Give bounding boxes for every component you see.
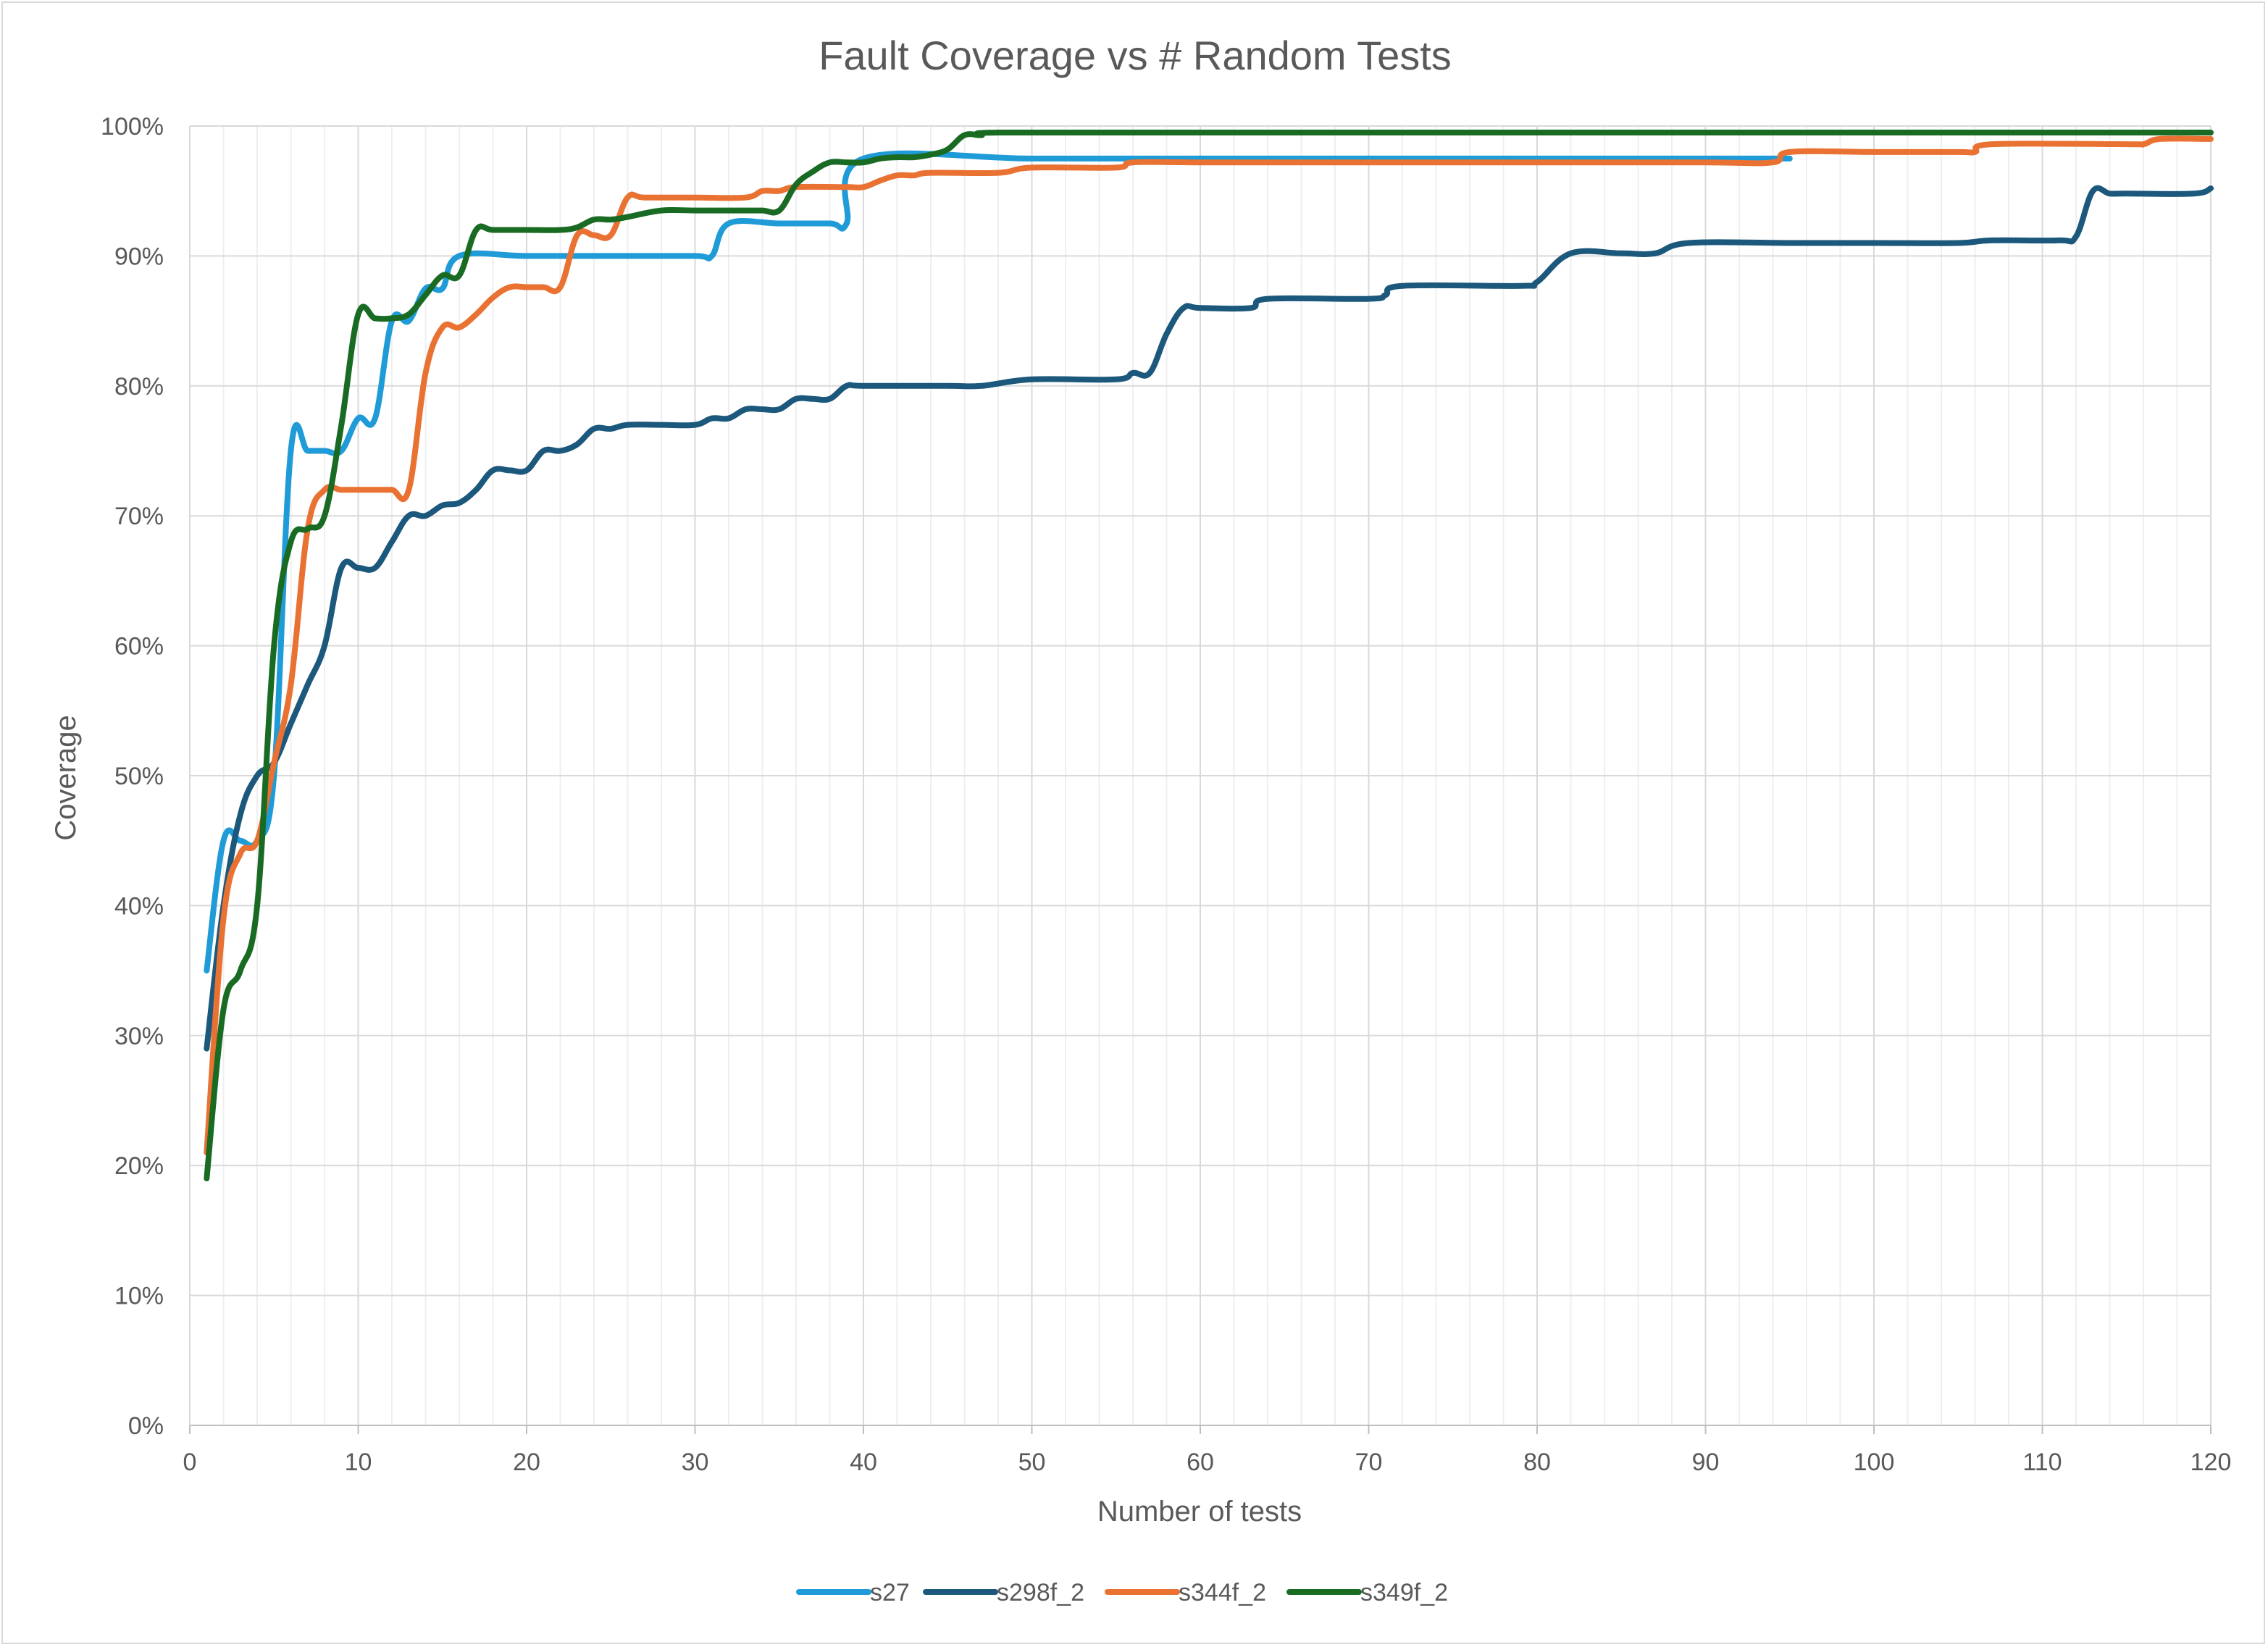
gridlines (190, 125, 2211, 1425)
x-tick-label: 70 (1355, 1449, 1383, 1476)
y-tick-label: 60% (114, 633, 164, 661)
x-tick-label: 80 (1523, 1449, 1551, 1476)
y-tick-label: 0% (128, 1412, 164, 1440)
y-tick-label: 40% (114, 892, 164, 920)
legend-label-s349f-2: s349f_2 (1360, 1579, 1448, 1606)
x-tick-label: 40 (850, 1449, 877, 1476)
legend-label-s27: s27 (870, 1579, 910, 1606)
x-tick-label: 100 (1854, 1449, 1895, 1476)
y-tick-label: 50% (114, 763, 164, 790)
legend-label-s344f-2: s344f_2 (1179, 1579, 1266, 1606)
x-tick-label: 110 (2022, 1449, 2062, 1476)
y-tick-label: 80% (114, 373, 164, 401)
y-axis-title: Coverage (50, 715, 82, 840)
axes: 0 10 20 30 40 50 60 70 80 90 100 110 120 0% 10% 20% 30% 4… (101, 113, 2231, 1476)
x-tick-label: 50 (1018, 1449, 1046, 1476)
legend-label-s298f-2: s298f_2 (997, 1579, 1084, 1606)
line-chart: 0 10 20 30 40 50 60 70 80 90 100 110 120 0% 10% 20% 30% 4… (50, 33, 2231, 1606)
y-tick-label: 70% (114, 503, 164, 530)
chart-title: Fault Coverage vs # Random Tests (819, 33, 1452, 78)
y-tick-label: 10% (114, 1283, 164, 1310)
x-tick-label: 60 (1187, 1449, 1214, 1476)
x-axis-title: Number of tests (1097, 1496, 1302, 1527)
y-tick-label: 20% (114, 1152, 164, 1180)
y-tick-label: 90% (114, 243, 164, 270)
x-tick-label: 0 (183, 1449, 197, 1476)
x-tick-label: 120 (2190, 1449, 2232, 1476)
y-tick-label: 100% (101, 113, 164, 141)
series-line-s298f-2 (204, 185, 2214, 1052)
series-lines (204, 129, 2214, 1182)
series-line-s349f-2 (204, 129, 2214, 1182)
y-tick-label: 30% (114, 1023, 164, 1050)
legend: s27 s298f_2 s344f_2 s349f_2 (796, 1579, 1448, 1606)
x-tick-label: 10 (345, 1449, 372, 1476)
series-line-s344f-2 (204, 135, 2214, 1156)
x-tick-label: 20 (513, 1449, 540, 1476)
x-tick-label: 90 (1692, 1449, 1720, 1476)
x-tick-label: 30 (682, 1449, 709, 1476)
